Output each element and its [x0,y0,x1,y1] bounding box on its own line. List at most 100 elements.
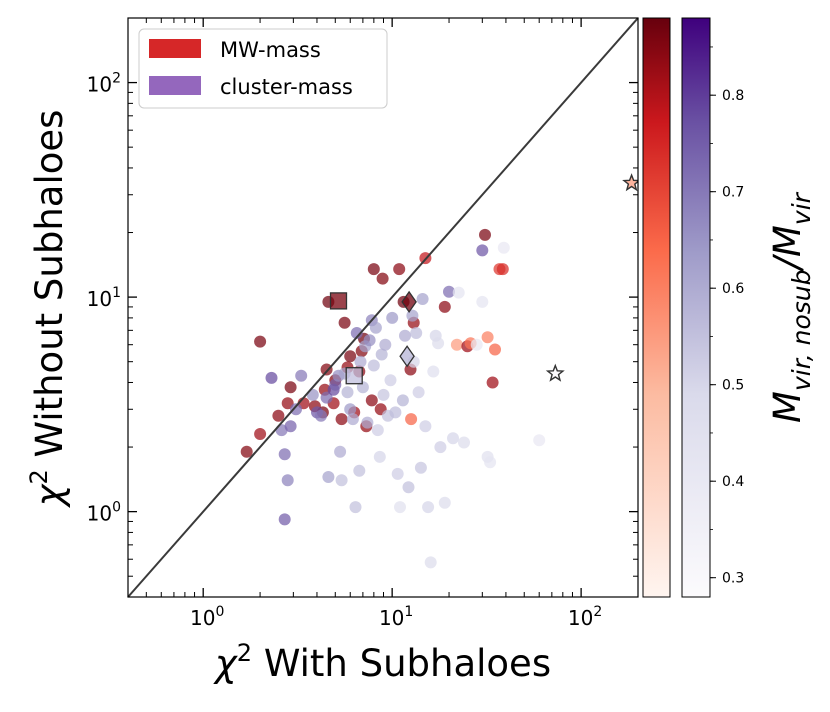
cluster-mass-point [419,420,432,433]
cluster-mass-point [399,329,411,342]
x-tick-label: 101 [379,604,413,630]
cluster-mass-point [369,321,382,334]
cluster-mass-point [422,501,435,514]
mw-mass-point [481,331,494,344]
cluster-mass-point [346,413,359,426]
mw-mass-point [393,263,406,276]
cluster-mass-point [470,338,483,351]
legend: MW-mass cluster-mass [138,28,388,109]
cluster-mass-point [497,241,510,254]
cluster-mass-point [389,406,402,419]
legend-label-mw-mass: MW-mass [220,38,321,62]
cluster-mass-point [284,420,297,433]
y-tick-label: 101 [87,285,121,311]
cluster-mass-point [373,450,386,463]
mw-mass-point [489,343,501,356]
cluster-mass-point [416,293,429,305]
colorbar-tick-label: 0.3 [722,571,744,587]
cluster-mass-point [432,337,445,350]
cluster-mass-point [353,464,366,477]
cluster-mass-point [394,501,406,514]
colorbar-reds-fill [642,17,671,598]
cluster-mass-square-marker [345,367,363,385]
cluster-mass-point [386,311,399,324]
mw-mass-point [344,350,357,363]
colorbar-reds [642,17,671,598]
cluster-mass-point [434,441,447,454]
cluster-mass-point [290,403,302,416]
cluster-mass-star-marker [545,363,565,382]
mw-mass-point [335,413,348,426]
cluster-mass-point [396,394,409,407]
cluster-mass-point [391,467,404,480]
cluster-mass-point [427,365,440,378]
cluster-mass-diamond-marker [399,345,415,368]
cluster-mass-point [533,434,546,447]
cluster-mass-point [384,374,397,387]
cluster-mass-point [335,474,348,487]
cluster-mass-point [278,448,291,461]
mw-mass-point [405,413,418,426]
cluster-mass-point [295,369,308,382]
cluster-mass-point [414,461,427,474]
mw-mass-point [254,428,267,440]
y-tick-label: 102 [87,71,121,97]
cluster-mass-point [402,481,415,494]
mw-mass-point [272,409,285,422]
cluster-mass-point [367,359,380,372]
legend-swatch-mw-mass [149,39,201,58]
colorbar-tick-label: 0.7 [722,185,744,201]
x-axis-label: χ2 With Subhaloes [213,639,551,685]
cluster-mass-point [484,456,497,469]
mw-mass-square-marker [329,292,348,310]
legend-swatch-cluster-mass [149,76,201,95]
y-tick-label: 100 [87,500,121,526]
cluster-mass-point [363,334,376,347]
colorbar-purples-fill [681,17,711,598]
cluster-mass-point [447,432,459,445]
cluster-mass-point [452,286,465,299]
mw-mass-point [438,300,451,313]
mw-mass-point [365,394,378,407]
colorbar-tick-label: 0.8 [722,88,744,104]
colorbar-tick-label: 0.5 [722,378,744,394]
mw-mass-diamond-marker [401,290,417,314]
cluster-mass-point [476,295,489,308]
cluster-mass-point [371,424,384,437]
mw-mass-point [284,381,297,394]
colorbar-tick-label: 0.4 [722,474,744,490]
cluster-mass-point [476,244,489,257]
cluster-mass-point [412,386,425,399]
mw-mass-point [240,445,253,458]
y-axis-label: χ2 Without Subhaloes [25,110,71,509]
cluster-mass-point [320,391,333,404]
colorbar-label: Mvir, nosub/Mvir [766,191,816,423]
cluster-mass-point [278,513,291,526]
cluster-mass-point [344,403,357,416]
plot-frame [127,17,639,598]
mw-mass-point [338,316,351,329]
cluster-mass-point [458,436,470,449]
x-tick-label: 100 [190,604,224,630]
legend-label-cluster-mass: cluster-mass [220,75,353,99]
one-to-one-line [127,17,639,598]
mw-mass-point [496,263,509,276]
cluster-mass-point [315,409,327,422]
cluster-mass-point [281,474,294,487]
cluster-mass-point [334,445,347,458]
cluster-mass-point [379,338,392,351]
cluster-mass-point [361,416,374,429]
x-tick-label: 102 [568,604,602,630]
cluster-mass-point [410,327,423,339]
cluster-mass-point [354,355,367,368]
cluster-mass-point [265,371,278,384]
colorbar-purples [681,17,711,598]
mw-mass-point [450,338,463,351]
mw-mass-star-marker [622,173,638,192]
cluster-mass-point [322,471,335,483]
cluster-mass-point [349,501,362,514]
mw-mass-point [281,397,294,410]
cluster-mass-point [350,327,363,339]
mw-mass-point [254,335,267,348]
